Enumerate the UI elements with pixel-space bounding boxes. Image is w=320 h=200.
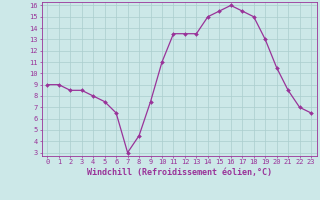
X-axis label: Windchill (Refroidissement éolien,°C): Windchill (Refroidissement éolien,°C) — [87, 168, 272, 177]
